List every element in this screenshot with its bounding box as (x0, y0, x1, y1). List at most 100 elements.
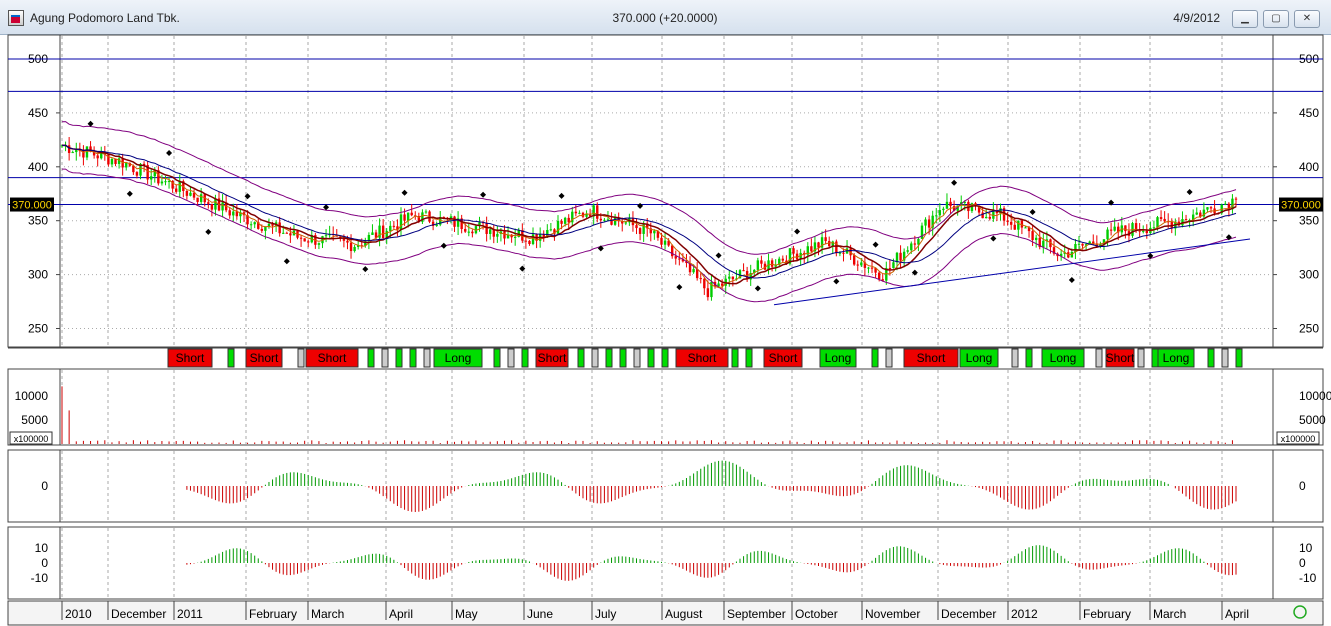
candle-body (792, 248, 795, 254)
candle-body (178, 181, 181, 192)
signal-rect (675, 348, 729, 368)
volume-panel (7, 368, 1324, 446)
candle-body (646, 223, 649, 229)
swing-marker (205, 228, 212, 235)
candle-body (895, 252, 899, 263)
swing-marker (676, 284, 683, 291)
signal-tick (577, 348, 585, 368)
chart-area[interactable]: 2010 December 2011 February March April May Jun… (0, 34, 1331, 626)
signal-tick (1137, 348, 1145, 368)
swing-marker (872, 241, 879, 248)
signal-block: Short (903, 348, 959, 368)
signal-rect (1105, 348, 1135, 368)
time-label: March (1153, 607, 1186, 621)
signal-tick (1095, 348, 1103, 368)
candle-body (674, 256, 677, 259)
candle-body (503, 231, 506, 239)
signal-block: Long (433, 348, 483, 368)
signal-label: Long (1050, 351, 1077, 365)
time-label: April (1225, 607, 1249, 621)
candle-body (781, 258, 785, 261)
current-price-label: 370.000 (1281, 200, 1321, 212)
swing-marker (244, 193, 251, 200)
candle-body (1134, 223, 1138, 231)
candle-body (192, 192, 196, 198)
swing-marker (1186, 189, 1193, 196)
candle-body (999, 208, 1002, 214)
candle-body (75, 150, 78, 153)
smiley-icon (1293, 605, 1307, 619)
candle-body (867, 267, 870, 269)
candle-body (678, 258, 681, 260)
candle-body (849, 248, 852, 256)
candle-body (364, 241, 367, 246)
candle-body (160, 181, 164, 184)
time-label: April (389, 607, 413, 621)
candle-body (892, 262, 895, 269)
candle-body (624, 222, 628, 224)
candle-body (938, 210, 942, 216)
volume-tick-label: 5000 (1299, 413, 1326, 427)
swing-marker (1029, 208, 1036, 215)
candle-body (92, 151, 96, 156)
signal-block: Long (1157, 348, 1195, 368)
signal-block: Short (167, 348, 213, 368)
candle-body (171, 181, 174, 189)
candle-body (542, 234, 545, 238)
minimize-button[interactable]: ▁ (1232, 10, 1258, 28)
signal-block: Long (819, 348, 857, 368)
candle-body (720, 283, 724, 286)
candle-body (264, 226, 267, 231)
candle-body (1152, 227, 1156, 229)
candle-body (1099, 244, 1102, 247)
candle-body (1199, 212, 1202, 217)
candle-body (806, 246, 809, 255)
candle-body (456, 218, 460, 227)
ma-slow (61, 144, 1237, 279)
candle-body (592, 205, 595, 217)
candle-body (378, 225, 381, 238)
swing-marker (1225, 234, 1232, 241)
candle-body (949, 201, 952, 207)
title-bar: Agung Podomoro Land Tbk. 370.000 (+20.00… (0, 0, 1331, 35)
candle-body (249, 224, 253, 226)
signal-tick (227, 348, 235, 368)
time-label: June (527, 607, 553, 621)
signal-tick (1151, 348, 1159, 368)
osc-tick-label: -10 (1299, 571, 1317, 585)
candle-body (977, 206, 981, 213)
candle-body (963, 201, 967, 203)
candle-body (1184, 219, 1188, 221)
signal-block: Short (535, 348, 569, 368)
price-tick-label: 250 (28, 322, 48, 336)
candle-body (157, 170, 160, 184)
candle-body (902, 251, 906, 261)
candle-body (578, 212, 581, 214)
candle-body (546, 229, 549, 238)
candle-body (688, 263, 692, 273)
candle-body (142, 163, 146, 166)
candle-body (596, 205, 599, 219)
maximize-button[interactable]: ▢ (1263, 10, 1289, 28)
volume-tick-label: 10000 (15, 389, 49, 403)
candle-body (164, 181, 167, 183)
signal-label: Long (825, 351, 852, 365)
time-label: 2011 (177, 607, 203, 621)
candle-body (1191, 214, 1195, 221)
candle-body (96, 155, 99, 159)
candle-body (299, 237, 303, 239)
candle-body (135, 172, 139, 176)
candle-body (574, 211, 578, 214)
candle-body (638, 228, 642, 234)
swing-marker (597, 245, 604, 252)
osc-tick-label: 0 (41, 479, 48, 493)
time-label: 2010 (65, 607, 92, 621)
price-tick-label: 450 (1299, 106, 1319, 120)
candle-body (1049, 239, 1052, 248)
close-button[interactable]: ✕ (1294, 10, 1320, 28)
signal-label: Long (1163, 351, 1190, 365)
candle-body (114, 159, 117, 164)
candle-body (735, 278, 738, 280)
candle-body (649, 228, 652, 234)
candle-body (1038, 237, 1041, 248)
